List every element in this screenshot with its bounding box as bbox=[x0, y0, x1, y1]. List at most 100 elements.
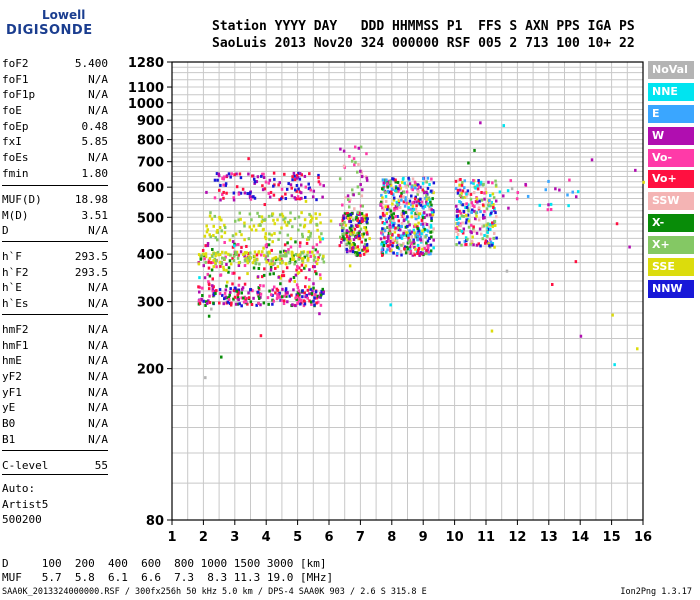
echo-point bbox=[311, 289, 314, 293]
param-row: MUF(D) 18.98 bbox=[2, 192, 108, 208]
echo-point bbox=[492, 205, 495, 209]
echo-point bbox=[417, 190, 420, 194]
echo-point bbox=[390, 248, 393, 252]
echo-point bbox=[388, 231, 392, 235]
echo-point bbox=[396, 180, 400, 184]
params-divider bbox=[2, 450, 108, 451]
echo-point bbox=[228, 238, 232, 242]
x-tick-label: 5 bbox=[293, 530, 302, 545]
param-row: yF2 N/A bbox=[2, 369, 108, 385]
echo-point bbox=[426, 186, 430, 190]
echo-point bbox=[312, 189, 316, 193]
echo-point bbox=[321, 287, 325, 291]
echo-point bbox=[247, 252, 250, 256]
echo-point bbox=[232, 196, 235, 200]
echo-point bbox=[424, 196, 427, 200]
file-info: SAA0K_2013324000000.RSF / 300fx256h 50 k… bbox=[2, 587, 427, 597]
echo-point bbox=[271, 262, 274, 266]
echo-point bbox=[469, 197, 473, 201]
echo-point bbox=[489, 204, 492, 208]
echo-point bbox=[366, 232, 369, 236]
echo-point bbox=[256, 275, 260, 279]
echo-point bbox=[358, 251, 362, 255]
param-label: foF1p bbox=[2, 88, 36, 102]
echo-point bbox=[265, 260, 268, 264]
echo-point bbox=[397, 189, 400, 193]
echo-point bbox=[463, 186, 466, 190]
echo-point bbox=[278, 231, 282, 235]
echo-point bbox=[417, 221, 420, 225]
param-value: N/A bbox=[88, 370, 108, 384]
echo-point bbox=[273, 177, 276, 181]
echo-point bbox=[229, 303, 233, 307]
echo-point bbox=[381, 196, 384, 200]
echo-point bbox=[274, 291, 277, 295]
echo-point bbox=[430, 203, 433, 207]
echo-point bbox=[259, 303, 262, 307]
echo-point bbox=[293, 178, 297, 182]
echo-point bbox=[381, 227, 384, 231]
echo-point bbox=[364, 226, 368, 230]
param-label: h`F bbox=[2, 250, 22, 263]
echo-point bbox=[395, 240, 399, 244]
echo-point bbox=[244, 297, 247, 301]
echo-point bbox=[345, 235, 349, 239]
echo-point bbox=[290, 253, 294, 257]
echo-point bbox=[421, 229, 424, 233]
echo-point bbox=[207, 280, 210, 284]
echo-point bbox=[247, 296, 251, 300]
echo-point bbox=[299, 223, 302, 227]
echo-point bbox=[221, 293, 224, 297]
echo-point bbox=[410, 230, 414, 234]
param-row: h`E N/A bbox=[2, 280, 108, 296]
echo-point bbox=[407, 206, 410, 210]
echo-point bbox=[388, 216, 391, 220]
echo-point bbox=[343, 232, 346, 236]
echo-point bbox=[408, 238, 412, 242]
echo-point bbox=[419, 238, 423, 242]
echo-point bbox=[245, 251, 249, 255]
echo-point bbox=[407, 220, 410, 224]
logo-line2: DIGISONDE bbox=[6, 23, 93, 38]
echo-point bbox=[292, 254, 295, 258]
echo-point bbox=[380, 242, 383, 246]
echo-point bbox=[428, 225, 431, 229]
echo-point bbox=[417, 199, 421, 203]
echo-point bbox=[432, 227, 435, 231]
echo-point bbox=[198, 276, 201, 280]
echo-point bbox=[416, 227, 420, 231]
echo-point bbox=[350, 228, 353, 232]
echo-point bbox=[303, 285, 307, 289]
echo-point bbox=[312, 254, 316, 258]
echo-point bbox=[295, 268, 298, 272]
echo-point bbox=[297, 257, 301, 261]
echo-point bbox=[234, 252, 238, 256]
echo-point bbox=[285, 294, 288, 298]
echo-point bbox=[211, 277, 214, 281]
echo-point bbox=[229, 287, 232, 291]
echo-point bbox=[417, 185, 421, 189]
echo-point bbox=[492, 223, 495, 227]
echo-point bbox=[422, 211, 426, 215]
echo-point bbox=[304, 276, 308, 280]
echo-point bbox=[295, 189, 298, 193]
echo-point bbox=[421, 222, 425, 226]
echo-point bbox=[253, 180, 257, 184]
echo-point bbox=[201, 286, 204, 290]
echo-point bbox=[390, 225, 394, 229]
param-value: 1.80 bbox=[81, 166, 109, 180]
echo-point bbox=[379, 237, 383, 241]
echo-point bbox=[381, 211, 385, 215]
param-value: N/A bbox=[88, 354, 108, 368]
echo-point bbox=[264, 244, 268, 248]
echo-point bbox=[278, 198, 281, 202]
echo-point bbox=[236, 293, 239, 297]
echo-point bbox=[506, 189, 510, 193]
echo-point bbox=[285, 266, 289, 270]
echo-point bbox=[318, 212, 322, 216]
echo-point bbox=[285, 223, 288, 227]
echo-point bbox=[424, 180, 427, 184]
echo-point bbox=[276, 293, 279, 297]
echo-point bbox=[286, 233, 290, 237]
echo-point bbox=[547, 179, 550, 183]
